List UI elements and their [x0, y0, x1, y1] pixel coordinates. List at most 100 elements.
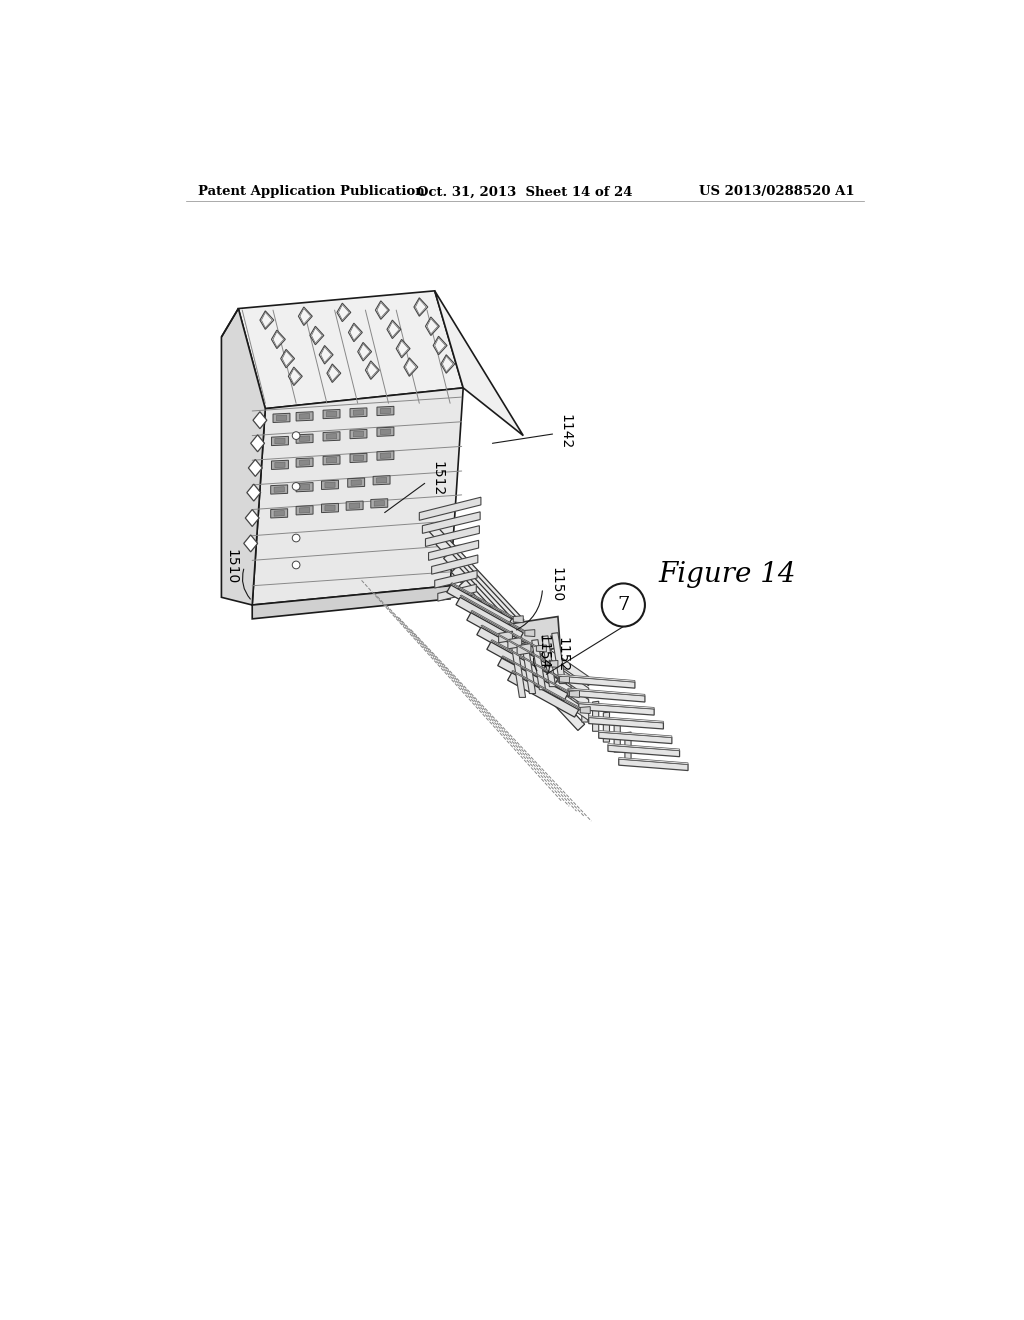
Polygon shape	[271, 437, 289, 446]
Polygon shape	[366, 360, 379, 379]
Polygon shape	[579, 704, 654, 715]
Polygon shape	[380, 429, 390, 434]
Polygon shape	[246, 510, 259, 527]
Polygon shape	[416, 300, 426, 314]
Polygon shape	[299, 436, 309, 441]
Polygon shape	[380, 408, 390, 413]
Text: US 2013/0288520 A1: US 2013/0288520 A1	[698, 185, 854, 198]
Polygon shape	[524, 630, 535, 636]
Polygon shape	[273, 331, 284, 347]
Polygon shape	[299, 484, 309, 490]
Polygon shape	[441, 355, 455, 374]
Polygon shape	[581, 706, 590, 714]
Polygon shape	[289, 367, 302, 385]
Polygon shape	[359, 345, 370, 359]
Polygon shape	[299, 459, 309, 466]
Polygon shape	[435, 570, 477, 589]
Polygon shape	[339, 305, 349, 321]
Circle shape	[292, 561, 300, 569]
Polygon shape	[281, 350, 295, 368]
Polygon shape	[521, 643, 536, 693]
Polygon shape	[618, 759, 688, 771]
Polygon shape	[274, 462, 285, 467]
Polygon shape	[508, 638, 521, 649]
Polygon shape	[299, 507, 309, 513]
Polygon shape	[327, 433, 337, 440]
Polygon shape	[571, 682, 578, 713]
Polygon shape	[513, 615, 523, 623]
Text: 1510: 1510	[224, 549, 239, 585]
Polygon shape	[568, 688, 645, 696]
Polygon shape	[252, 388, 463, 605]
Polygon shape	[283, 351, 293, 367]
Polygon shape	[325, 482, 335, 487]
Polygon shape	[323, 455, 340, 465]
Polygon shape	[337, 304, 351, 322]
Polygon shape	[429, 540, 478, 561]
Polygon shape	[270, 508, 288, 517]
Polygon shape	[443, 552, 544, 659]
Polygon shape	[350, 325, 360, 341]
Polygon shape	[296, 458, 313, 467]
Polygon shape	[482, 622, 585, 730]
Polygon shape	[296, 412, 313, 421]
Polygon shape	[350, 408, 367, 417]
Polygon shape	[614, 722, 621, 752]
Polygon shape	[357, 342, 372, 360]
Polygon shape	[474, 607, 577, 717]
Polygon shape	[260, 312, 273, 330]
Polygon shape	[377, 451, 394, 461]
Polygon shape	[351, 479, 361, 486]
Polygon shape	[547, 659, 589, 697]
Text: 1142: 1142	[559, 414, 572, 449]
Polygon shape	[380, 453, 390, 458]
Polygon shape	[276, 414, 287, 421]
Polygon shape	[531, 640, 546, 689]
Polygon shape	[451, 582, 513, 618]
Polygon shape	[603, 711, 609, 742]
Polygon shape	[353, 432, 364, 437]
Polygon shape	[456, 598, 523, 640]
Polygon shape	[271, 330, 286, 348]
Polygon shape	[249, 459, 262, 477]
Polygon shape	[397, 341, 409, 356]
Polygon shape	[548, 660, 558, 668]
Polygon shape	[396, 339, 410, 358]
Polygon shape	[442, 356, 454, 372]
Polygon shape	[377, 302, 388, 318]
Polygon shape	[438, 585, 476, 601]
Polygon shape	[499, 631, 512, 643]
Text: 7: 7	[617, 597, 630, 614]
Text: 1152: 1152	[556, 636, 569, 672]
Polygon shape	[589, 718, 664, 729]
Text: 1512: 1512	[431, 461, 444, 496]
Polygon shape	[251, 434, 264, 451]
Polygon shape	[310, 326, 324, 345]
Polygon shape	[508, 673, 579, 717]
Polygon shape	[239, 290, 463, 409]
Polygon shape	[460, 595, 524, 631]
Polygon shape	[273, 413, 290, 422]
Polygon shape	[599, 733, 672, 743]
Polygon shape	[221, 309, 265, 605]
Polygon shape	[327, 412, 337, 417]
Polygon shape	[471, 610, 536, 647]
Polygon shape	[353, 409, 364, 416]
Polygon shape	[498, 659, 568, 701]
Polygon shape	[296, 434, 313, 444]
Polygon shape	[270, 484, 288, 494]
Polygon shape	[261, 313, 272, 327]
Polygon shape	[436, 539, 535, 643]
Polygon shape	[547, 671, 589, 709]
Polygon shape	[299, 413, 309, 420]
Polygon shape	[323, 409, 340, 418]
Polygon shape	[593, 701, 599, 731]
Circle shape	[292, 432, 300, 440]
Polygon shape	[517, 644, 531, 655]
Polygon shape	[425, 317, 439, 335]
Polygon shape	[371, 499, 388, 508]
Polygon shape	[435, 338, 445, 354]
Polygon shape	[300, 309, 310, 323]
Polygon shape	[422, 512, 480, 533]
Polygon shape	[481, 626, 548, 663]
